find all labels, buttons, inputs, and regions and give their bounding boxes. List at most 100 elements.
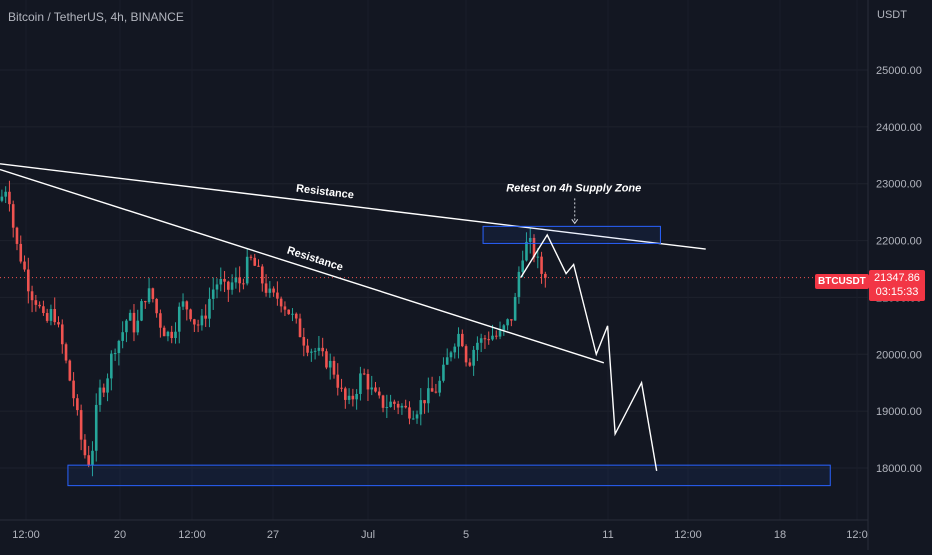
candle-body — [219, 278, 223, 285]
candle-body — [400, 405, 404, 408]
candle-body — [362, 373, 366, 375]
current-price: 21347.86 — [874, 272, 920, 284]
bar-countdown: 03:15:33 — [875, 286, 919, 298]
x-tick-label: 5 — [463, 529, 469, 541]
candle-body — [200, 315, 204, 326]
candle-body — [336, 374, 340, 388]
candle-body — [11, 204, 15, 228]
candle-body — [45, 312, 49, 321]
zone-arrow-head — [571, 219, 579, 225]
ticker-badge: BTCUSDT — [815, 274, 869, 289]
candle-body — [49, 309, 53, 321]
candle-body — [377, 391, 381, 396]
candle-body — [430, 388, 434, 392]
candle-body — [185, 301, 189, 310]
candle-body — [159, 313, 162, 328]
candle-body — [393, 401, 396, 404]
candle-body — [532, 237, 536, 258]
x-tick-label: 11 — [602, 529, 613, 541]
x-tick-label: 12:0 — [846, 529, 867, 541]
supply-zone — [482, 225, 661, 244]
y-tick-label: 19000.00 — [876, 406, 922, 418]
y-tick-label: 18000.00 — [876, 463, 922, 475]
candle-body — [404, 405, 407, 408]
candle-body — [147, 288, 151, 303]
candle-body — [121, 332, 124, 341]
candle-body — [340, 387, 343, 389]
candle-body — [260, 266, 264, 284]
candle-body — [136, 320, 140, 333]
candle-body — [525, 241, 528, 261]
candle-body — [427, 388, 430, 404]
candle-body — [498, 330, 502, 337]
symbol-title[interactable]: Bitcoin / TetherUS, 4h, BINANCE — [8, 10, 184, 24]
candle-body — [396, 403, 400, 408]
candle-body — [291, 313, 294, 315]
candle-body — [242, 283, 245, 285]
candle-body — [38, 304, 41, 307]
candle-body — [64, 344, 68, 361]
candle-body — [540, 256, 543, 274]
candle-body — [408, 407, 411, 419]
candle-body — [113, 353, 117, 355]
candle-body — [366, 373, 370, 390]
candle-body — [257, 265, 260, 267]
candle-body — [79, 410, 83, 440]
candle-body — [23, 261, 26, 270]
candle-body — [381, 395, 385, 408]
candle-body — [189, 309, 192, 320]
candle-body — [268, 288, 272, 293]
candle-body — [143, 301, 147, 303]
candle-body — [30, 291, 34, 301]
x-tick-label: 12:00 — [674, 529, 702, 541]
candle-body — [442, 364, 445, 381]
candle-body — [245, 256, 249, 284]
candle-body — [0, 196, 4, 201]
x-tick-label: 12:00 — [178, 529, 206, 541]
resistance-trendline — [0, 163, 706, 250]
candle-body — [438, 380, 441, 393]
candle-body — [389, 401, 392, 408]
candle-body — [208, 298, 211, 319]
candle-body — [155, 298, 158, 314]
projected-price-path — [520, 233, 658, 471]
y-tick-label: 20000.00 — [876, 349, 922, 361]
candle-body — [91, 450, 94, 466]
candle-body — [140, 301, 143, 321]
y-tick-label: 24000.00 — [876, 122, 922, 134]
candle-body — [68, 360, 72, 381]
candle-body — [42, 306, 45, 313]
candle-body — [479, 338, 483, 343]
candle-body — [483, 338, 487, 340]
candle-body — [27, 269, 30, 292]
candle-body — [19, 243, 23, 262]
candle-body — [57, 322, 60, 325]
candle-body — [272, 288, 275, 293]
candle-body — [196, 324, 200, 326]
candle-body — [374, 387, 377, 392]
candle-body — [294, 313, 298, 319]
candle-body — [276, 292, 279, 299]
candle-body — [94, 404, 98, 451]
y-tick-label: 22000.00 — [876, 236, 922, 248]
x-tick-label: 12:00 — [12, 529, 40, 541]
candle-body — [287, 309, 291, 315]
candle-body — [321, 347, 324, 352]
candle-body — [419, 400, 423, 415]
candle-body — [193, 319, 196, 325]
candle-body — [151, 288, 155, 299]
candle-body — [128, 312, 132, 321]
candle-body — [494, 335, 498, 337]
supply-zone-label: Retest on 4h Supply Zone — [506, 182, 641, 194]
candle-body — [502, 325, 506, 331]
candle-body — [302, 337, 306, 346]
candle-body — [536, 256, 540, 258]
candle-body — [87, 455, 90, 466]
candle-body — [310, 351, 313, 353]
x-tick-label: 27 — [267, 529, 279, 541]
x-axis: 12:00 20 12:00 27 Jul 5 11 12:00 18 12:0 — [12, 0, 868, 541]
candle-body — [453, 346, 457, 353]
